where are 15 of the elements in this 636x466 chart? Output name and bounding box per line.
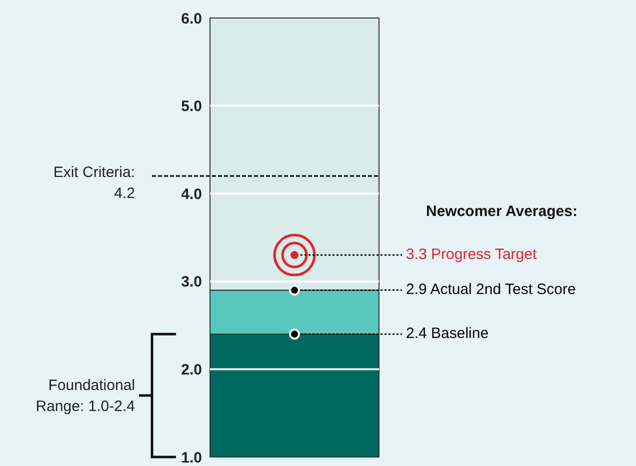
text: Baseline: [431, 325, 489, 342]
y-tick-label: 4.0: [181, 186, 202, 203]
y-tick-label: 3.0: [181, 274, 202, 291]
data-label: 2.9: [406, 281, 427, 298]
y-tick-label: 6.0: [181, 10, 202, 28]
data-label: 3.3: [406, 246, 427, 264]
y-tick-label: 2.0: [181, 362, 202, 379]
data-label: 2.4: [406, 325, 427, 342]
text: Newcomer Averages:: [426, 203, 578, 220]
y-tick-label: 1.0: [181, 449, 202, 466]
text: Foundational Range: 1.0-2.4: [34, 376, 135, 417]
text: Progress Target: [431, 246, 537, 264]
y-tick-label: 5.0: [181, 98, 202, 116]
text: Actual 2nd Test Score: [430, 281, 576, 298]
ref-line-label: Exit Criteria: 4.2: [52, 163, 135, 204]
